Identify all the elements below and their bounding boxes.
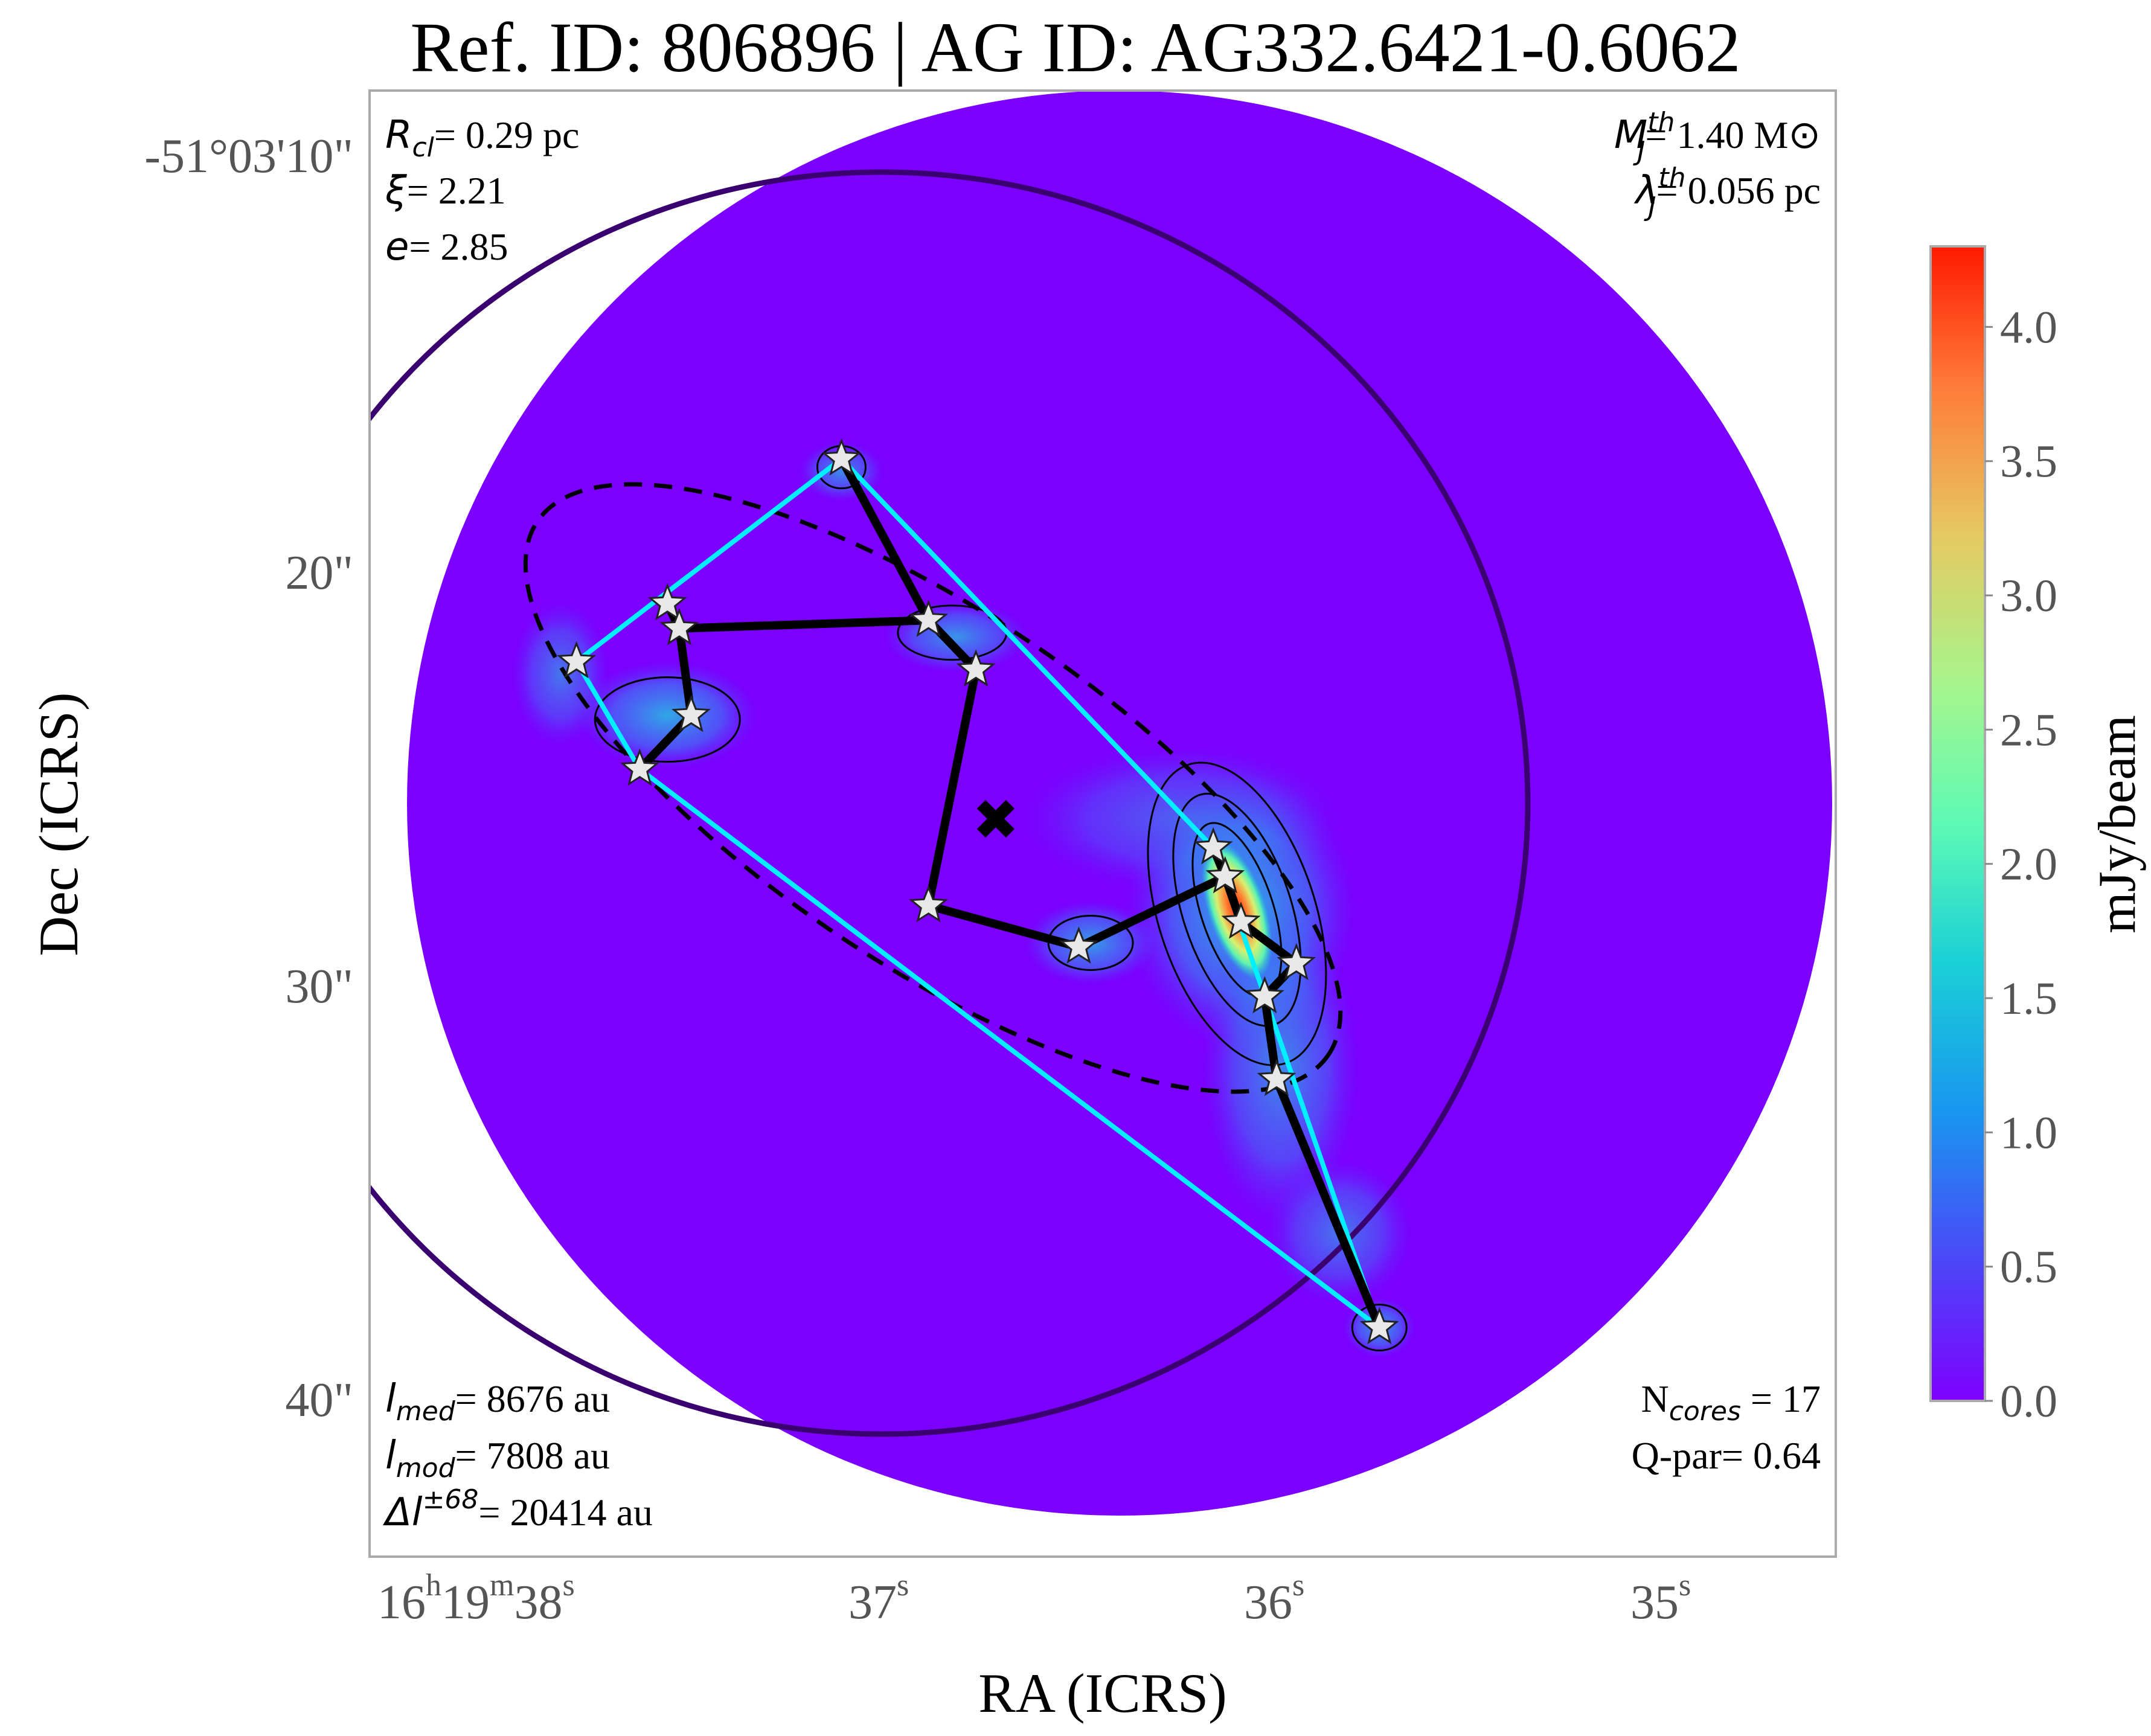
core-star xyxy=(1257,1059,1297,1097)
colorbar-tick-label: 3.5 xyxy=(2000,437,2057,487)
colorbar-tick-label: 2.5 xyxy=(2000,705,2057,755)
map-frame xyxy=(368,89,1837,1558)
core-star xyxy=(1245,976,1284,1014)
colorbar-tick-label: 0.0 xyxy=(2000,1376,2057,1427)
core-star xyxy=(647,583,687,621)
colorbar-ticks: 0.0 0.5 1.0 1.5 2.0 2.5 3.0 3.5 4.0 xyxy=(1985,302,2057,1427)
centroid-stroke xyxy=(976,799,1015,838)
hull-edge xyxy=(573,456,1385,1334)
mst-edge xyxy=(837,455,933,625)
fitted-ellipse xyxy=(523,482,1343,1094)
centroid-marker xyxy=(976,799,1015,838)
core-star xyxy=(620,748,659,786)
x-axis-label: RA (ICRS) xyxy=(978,1662,1227,1724)
core-star xyxy=(956,649,996,687)
x-tick-label: 35s xyxy=(1630,1568,1691,1629)
y-tick-label: 20" xyxy=(285,546,353,600)
x-tick-label: 16h19m38s xyxy=(377,1568,575,1629)
annotation-jeans-mass: Mth J= 1.40 M⊙ xyxy=(1614,107,1821,167)
y-tick-label: 30" xyxy=(285,960,353,1013)
mst-edge xyxy=(675,616,933,633)
colorbar-tick-label: 1.0 xyxy=(2000,1107,2057,1158)
annotation-l-med: lmed= 8676 au xyxy=(385,1377,610,1427)
colorbar-tick-label: 1.5 xyxy=(2000,973,2057,1024)
core-star xyxy=(1277,943,1316,981)
core-star xyxy=(1193,827,1233,865)
y-tick-label: -51°03'10" xyxy=(144,130,353,183)
chart-title: Ref. ID: 806896 | AG ID: AG332.6421-0.60… xyxy=(410,8,1740,87)
colorbar-tick-label: 0.5 xyxy=(2000,1242,2057,1293)
annotation-xi: ξ= 2.21 xyxy=(385,168,506,213)
contour-line xyxy=(1351,1304,1408,1352)
map-panel xyxy=(370,91,1832,1516)
annotation-q-par: Q-par= 0.64 xyxy=(1632,1434,1821,1477)
annotation-r-cl: Rcl= 0.29 pc xyxy=(385,113,579,163)
core-star xyxy=(659,607,699,645)
y-axis-label: Dec (ICRS) xyxy=(28,693,89,956)
annotation-l-mod: lmod= 7808 au xyxy=(385,1433,610,1484)
core-markers xyxy=(557,438,1399,1345)
x-tick-label: 36s xyxy=(1244,1568,1304,1629)
core-star xyxy=(1221,902,1261,939)
y-tick-label: 40" xyxy=(285,1374,353,1427)
large-circle xyxy=(370,169,1531,1437)
core-star xyxy=(1359,1307,1399,1345)
core-star xyxy=(1205,856,1245,894)
core-star xyxy=(672,694,711,732)
x-tick-label: 37s xyxy=(848,1568,909,1629)
core-star xyxy=(1059,926,1098,964)
colorbar-tick-label: 3.0 xyxy=(2000,571,2057,621)
mst-edge xyxy=(1272,1075,1384,1332)
mst-edge xyxy=(924,665,981,910)
core-star xyxy=(909,600,949,637)
convex-hull xyxy=(573,456,1385,1334)
annotation-ncores: Ncores = 17 xyxy=(1641,1377,1821,1427)
colorbar-label: mJy/beam xyxy=(2088,715,2147,934)
annotation-e: e= 2.85 xyxy=(385,225,508,269)
mst-edge xyxy=(1074,872,1229,952)
colorbar-tick-label: 2.0 xyxy=(2000,839,2057,890)
core-star xyxy=(822,438,861,476)
minimum-spanning-tree xyxy=(635,455,1384,1332)
annotation-jeans-length: λth J= 0.056 pc xyxy=(1634,162,1821,222)
core-star xyxy=(909,885,948,923)
core-star xyxy=(557,641,597,679)
colorbar xyxy=(1929,245,1986,1402)
annotation-delta-l: Δl±68= 20414 au xyxy=(382,1484,653,1535)
colorbar-tick-label: 4.0 xyxy=(2000,302,2057,353)
mst-edge xyxy=(924,901,1083,952)
emission-blob xyxy=(512,601,609,747)
